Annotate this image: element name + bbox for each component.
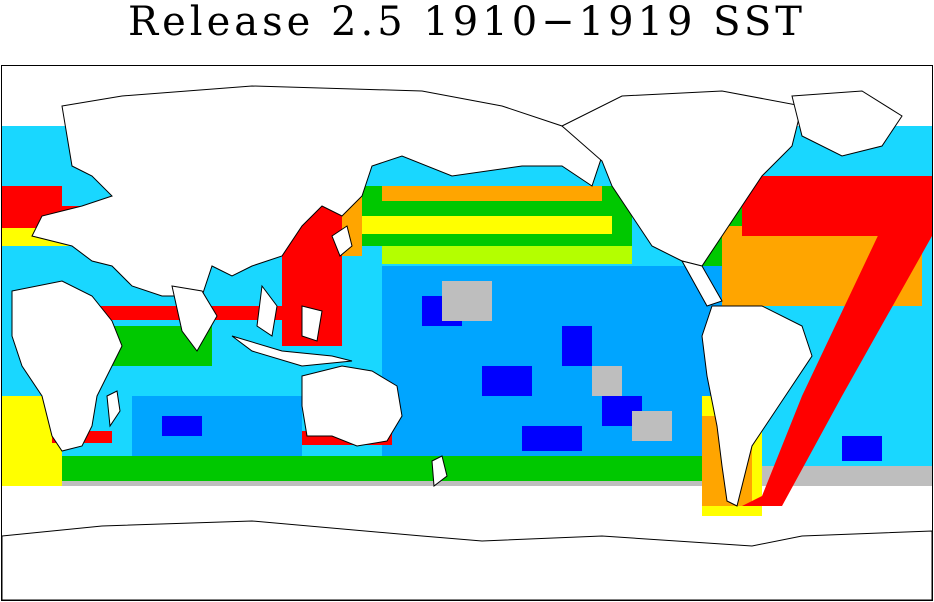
central-america (681, 260, 723, 307)
borneo (301, 305, 323, 342)
ocean-field (2, 66, 932, 600)
new-zealand (431, 455, 448, 487)
malay-peninsula (256, 284, 278, 337)
map-title: Release 2.5 1910−1919 SST (128, 0, 806, 45)
sst-coverage-map (1, 65, 933, 601)
africa (11, 280, 123, 452)
land-masses (2, 85, 932, 600)
australia (301, 365, 403, 447)
greenland (791, 90, 903, 157)
india (171, 285, 218, 352)
indonesia (231, 335, 353, 367)
south-america (701, 305, 813, 507)
map-canvas (2, 66, 932, 600)
antarctica (2, 520, 932, 600)
north-america (561, 90, 803, 267)
madagascar (106, 390, 121, 428)
japan (331, 225, 353, 257)
